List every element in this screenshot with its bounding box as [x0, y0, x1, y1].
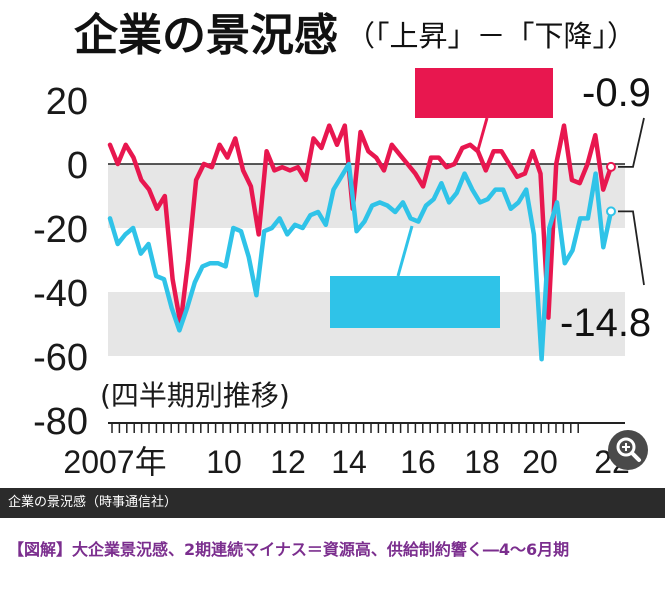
x-tick-label-6: 20	[522, 444, 558, 480]
y-tick-label-2: -20	[33, 209, 88, 251]
callout-line-smes	[618, 210, 645, 286]
y-tick-label-1: 0	[67, 145, 88, 187]
y-tick-label-3: -40	[33, 273, 88, 315]
x-tick-label-1: 10	[206, 444, 242, 480]
series-line-1	[107, 161, 614, 362]
y-tick-label-0: 20	[46, 81, 88, 123]
last-value-large-firms: -0.9	[582, 71, 651, 115]
series-endpoint-1	[606, 206, 616, 217]
zoom-in-icon	[616, 437, 641, 462]
article-headline-link[interactable]: 【図解】大企業景況感、2期連続マイナス＝資源高、供給制約響く―4～6月期	[8, 540, 570, 559]
series-line-0	[107, 123, 614, 327]
y-tick-label-4: -60	[33, 337, 88, 379]
x-tick-label-2: 12	[270, 444, 306, 480]
chart-note: (四半期別推移)	[100, 379, 290, 412]
callout-line-large-firms	[618, 117, 645, 168]
legend-box-large-firms	[415, 68, 553, 118]
zoom-button[interactable]	[608, 430, 648, 470]
chart-area: 200-20-40-60-802007年10121416182022企業の景況感…	[33, 10, 652, 480]
legend-box-smes	[330, 276, 500, 328]
leader-line-large-firms	[476, 117, 489, 151]
last-value-smes: -14.8	[560, 301, 651, 345]
leader-line-smes	[396, 225, 414, 277]
x-tick-label-5: 18	[464, 444, 500, 480]
series-endpoint-0	[606, 161, 616, 172]
y-tick-label-5: -80	[33, 401, 88, 443]
x-tick-label-4: 16	[400, 444, 436, 480]
chart-title: 企業の景況感	[74, 10, 338, 61]
image-caption: 企業の景況感（時事通信社）	[0, 488, 665, 518]
x-tick-label-3: 14	[331, 444, 367, 480]
chart-subtitle: （「上昇」－「下降」）	[346, 19, 636, 53]
line-chart: 200-20-40-60-802007年10121416182022企業の景況感…	[33, 10, 651, 480]
x-tick-label-0: 2007年	[63, 444, 166, 480]
